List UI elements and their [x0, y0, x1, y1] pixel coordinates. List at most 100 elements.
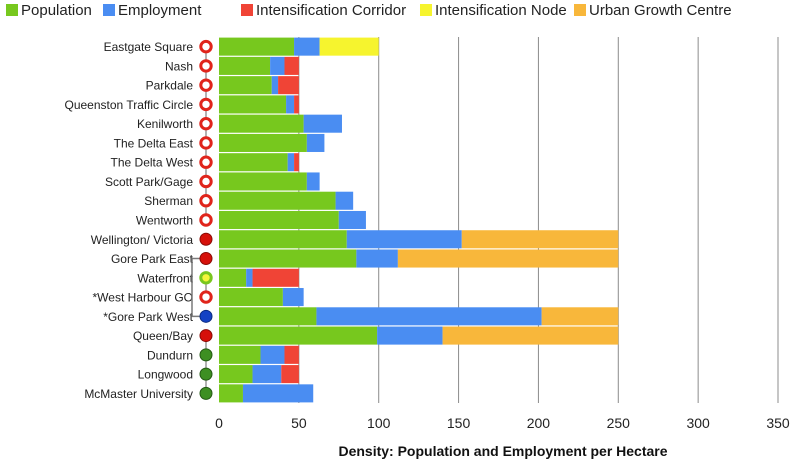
legend-swatch-intensification-corridor: [241, 4, 253, 16]
bar-kenilworth-population: [219, 114, 304, 133]
station-marker-longwood: [199, 367, 213, 381]
category-label: Dundurn: [147, 348, 193, 362]
x-tick-label: 350: [766, 415, 790, 431]
legend-label-intensification-corridor: Intensification Corridor: [256, 2, 406, 19]
legend-label-intensification-node: Intensification Node: [435, 2, 567, 19]
station-marker-queen-bay: [199, 329, 213, 343]
station-marker-gore-park-west: [199, 309, 213, 323]
station-marker-nash: [199, 59, 213, 73]
bar-eastgate-square-intensification-node: [319, 37, 379, 56]
x-tick-label: 200: [527, 415, 551, 431]
station-marker-kenilworth: [199, 116, 213, 131]
category-label: Wentworth: [136, 214, 193, 228]
x-tick-label: 50: [291, 415, 307, 431]
legend-swatch-urban-growth-centre: [574, 4, 586, 16]
bar-waterfront-intensification-corridor: [252, 268, 299, 287]
category-labels: Eastgate Square Nash Parkdale Queenston Tra…: [64, 40, 193, 401]
bar-longwood-employment: [252, 365, 282, 384]
category-label: Nash: [165, 59, 193, 73]
bar-west-harbour-go-employment: [282, 288, 304, 307]
bar-longwood-population: [219, 365, 253, 384]
bar-nash-employment: [270, 56, 285, 75]
station-marker-gore-park-east: [199, 252, 213, 266]
bar-gore-park-east-employment: [356, 249, 398, 268]
bar-waterfront-population: [219, 268, 247, 287]
bar-queen-bay-population: [219, 326, 378, 345]
bar-the-delta-west-employment: [287, 153, 295, 172]
bar-the-delta-west-population: [219, 153, 288, 172]
category-label: Queenston Traffic Circle: [64, 98, 193, 112]
legend-swatch-employment: [103, 4, 115, 16]
bar-eastgate-square-population: [219, 37, 295, 56]
bar-the-delta-west-intensification-corridor: [294, 153, 299, 172]
station-marker-eastgate-square: [199, 39, 213, 54]
bar-queenston-traffic-circle-intensification-corridor: [294, 95, 299, 114]
station-marker-parkdale: [199, 78, 213, 92]
station-marker-mcmaster-university: [199, 386, 213, 400]
category-label: Waterfront: [137, 271, 193, 285]
bar-queen-bay-urban-growth-centre: [442, 326, 619, 345]
bar-parkdale-population: [219, 76, 272, 95]
x-tick-label: 150: [447, 415, 471, 431]
station-marker-wellington-victoria: [199, 232, 213, 246]
category-label: Scott Park/Gage: [105, 175, 193, 189]
grid: [298, 37, 779, 403]
bar-scott-park-gage-employment: [306, 172, 320, 191]
x-tick-labels: 0 50 100 150 200 250 300 350: [215, 415, 790, 431]
category-label: Parkdale: [146, 79, 194, 93]
station-marker-scott-park-gage: [199, 174, 213, 189]
bar-mcmaster-university-population: [219, 384, 243, 403]
legend-label-employment: Employment: [118, 2, 202, 19]
bar-wentworth-population: [219, 210, 339, 230]
category-label: Sherman: [144, 194, 193, 208]
bars: [219, 37, 619, 403]
station-marker-queenston-traffic-circle: [199, 97, 213, 112]
bar-dundurn-population: [219, 345, 261, 364]
category-label: Queen/Bay: [133, 329, 193, 343]
bar-scott-park-gage-population: [219, 172, 307, 191]
bar-mcmaster-university-employment: [242, 384, 314, 403]
x-axis-label: Density: Population and Employment per H…: [338, 443, 667, 459]
category-label: Kenilworth: [137, 117, 193, 131]
bar-nash-intensification-corridor: [284, 56, 299, 75]
bar-wellington-victoria-urban-growth-centre: [461, 230, 619, 249]
bar-queenston-traffic-circle-population: [219, 95, 287, 114]
legend: Population Employment Intensification Corr…: [6, 2, 732, 19]
station-marker-the-delta-east: [199, 136, 213, 150]
bar-longwood-intensification-corridor: [281, 365, 299, 384]
station-marker-sherman: [199, 194, 213, 208]
legend-swatch-population: [6, 4, 18, 16]
bar-the-delta-east-employment: [306, 133, 325, 152]
bar-gore-park-west-urban-growth-centre: [541, 307, 619, 326]
category-label: Longwood: [138, 368, 193, 382]
category-label: *Gore Park West: [103, 310, 193, 324]
bar-kenilworth-employment: [303, 114, 342, 133]
category-label: *West Harbour GO: [93, 291, 193, 305]
station-marker-dundurn: [199, 348, 213, 362]
bar-the-delta-east-population: [219, 133, 307, 152]
x-tick-label: 250: [607, 415, 631, 431]
bar-gore-park-west-employment: [316, 307, 542, 326]
station-marker-the-delta-west: [199, 155, 213, 169]
bar-dundurn-employment: [260, 345, 285, 364]
legend-label-population: Population: [21, 2, 92, 19]
bar-gore-park-west-population: [219, 307, 317, 326]
x-tick-label: 100: [367, 415, 391, 431]
legend-swatch-intensification-node: [420, 4, 432, 16]
bar-wentworth-employment: [338, 210, 366, 230]
bar-queen-bay-employment: [377, 326, 443, 345]
category-label: Wellington/ Victoria: [91, 233, 194, 247]
bar-wellington-victoria-employment: [346, 230, 462, 249]
bar-gore-park-east-population: [219, 249, 357, 268]
bar-queenston-traffic-circle-employment: [286, 95, 295, 114]
bar-sherman-employment: [335, 191, 354, 210]
category-label: The Delta West: [111, 156, 194, 170]
category-label: Gore Park East: [111, 252, 194, 266]
bar-waterfront-employment: [246, 268, 253, 287]
station-markers: [191, 39, 213, 400]
bar-parkdale-intensification-corridor: [278, 76, 299, 95]
category-label: The Delta East: [114, 136, 194, 150]
bar-west-harbour-go-population: [219, 288, 283, 307]
legend-label-urban-growth-centre: Urban Growth Centre: [589, 2, 732, 19]
